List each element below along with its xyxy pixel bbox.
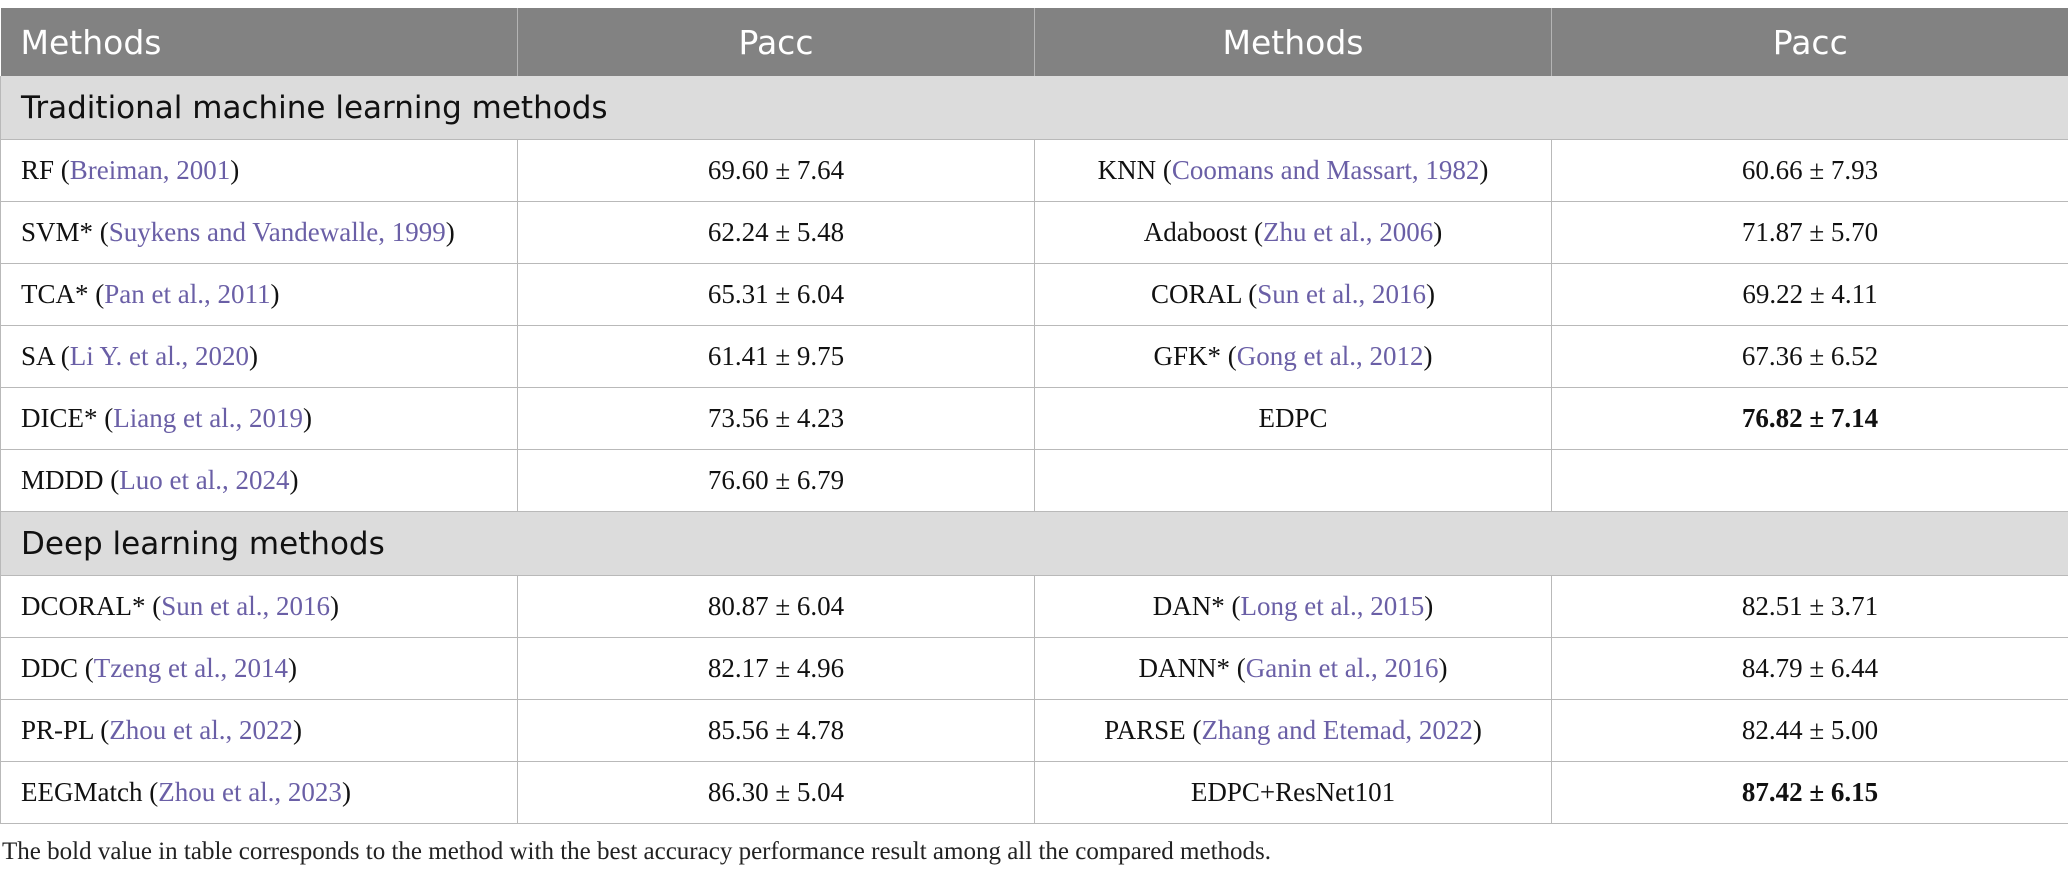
- method-cell: DDC (Tzeng et al., 2014): [0, 637, 518, 700]
- table-row: RF (Breiman, 2001) 69.60 ± 7.64 KNN (Cooma…: [0, 139, 2068, 202]
- pacc-value: 65.31 ± 6.04: [517, 263, 1035, 326]
- pacc-value: 67.36 ± 6.52: [1551, 325, 2068, 388]
- header-pacc-right: Pacc: [1551, 8, 2068, 76]
- method-name: Adaboost: [1143, 217, 1248, 247]
- method-name: PR-PL: [21, 715, 94, 745]
- results-table: Methods Pacc Methods Pacc Traditional ma…: [0, 8, 2068, 824]
- method-cell: TCA* (Pan et al., 2011): [0, 263, 518, 326]
- pacc-value-best: 87.42 ± 6.15: [1551, 761, 2068, 824]
- citation-link[interactable]: Breiman, 2001: [69, 155, 231, 185]
- method-name: DCORAL*: [21, 591, 146, 621]
- table-row: DICE* (Liang et al., 2019) 73.56 ± 4.23 ED…: [0, 387, 2068, 450]
- method-cell: GFK* (Gong et al., 2012): [1034, 325, 1552, 388]
- pacc-value: 61.41 ± 9.75: [517, 325, 1035, 388]
- citation-link[interactable]: Tzeng et al., 2014: [93, 653, 288, 683]
- pacc-value: 84.79 ± 6.44: [1551, 637, 2068, 700]
- header-methods-left: Methods: [0, 8, 518, 76]
- method-cell: PR-PL (Zhou et al., 2022): [0, 699, 518, 762]
- method-cell: DAN* (Long et al., 2015): [1034, 575, 1552, 638]
- method-cell: DICE* (Liang et al., 2019): [0, 387, 518, 450]
- section-title: Deep learning methods: [0, 511, 2068, 576]
- method-cell: RF (Breiman, 2001): [0, 139, 518, 202]
- method-name: RF: [21, 155, 55, 185]
- method-name: KNN: [1097, 155, 1157, 185]
- method-cell: MDDD (Luo et al., 2024): [0, 449, 518, 512]
- table-body: Traditional machine learning methods RF (…: [0, 76, 2068, 824]
- results-table-container: Methods Pacc Methods Pacc Traditional ma…: [0, 8, 2068, 824]
- citation-link[interactable]: Coomans and Massart, 1982: [1171, 155, 1480, 185]
- method-name: DANN*: [1138, 653, 1231, 683]
- method-cell: KNN (Coomans and Massart, 1982): [1034, 139, 1552, 202]
- method-cell: EDPC+ResNet101: [1034, 761, 1552, 824]
- citation-link[interactable]: Ganin et al., 2016: [1245, 653, 1439, 683]
- section-header-row: Deep learning methods: [0, 511, 2068, 576]
- method-cell: Adaboost (Zhu et al., 2006): [1034, 201, 1552, 264]
- method-cell: DANN* (Ganin et al., 2016): [1034, 637, 1552, 700]
- method-name: EDPC+ResNet101: [1190, 777, 1396, 807]
- table-row: DDC (Tzeng et al., 2014) 82.17 ± 4.96 DANN…: [0, 637, 2068, 700]
- table-footnote: The bold value in table corresponds to t…: [2, 838, 1272, 865]
- pacc-value: 82.44 ± 5.00: [1551, 699, 2068, 762]
- citation-link[interactable]: Sun et al., 2016: [161, 591, 331, 621]
- pacc-value: 82.17 ± 4.96: [517, 637, 1035, 700]
- citation-link[interactable]: Li Y. et al., 2020: [69, 341, 250, 371]
- method-cell: CORAL (Sun et al., 2016): [1034, 263, 1552, 326]
- citation-link[interactable]: Suykens and Vandewalle, 1999: [108, 217, 446, 247]
- table-row: SVM* (Suykens and Vandewalle, 1999) 62.24…: [0, 201, 2068, 264]
- method-name: DAN*: [1152, 591, 1225, 621]
- pacc-value: 69.60 ± 7.64: [517, 139, 1035, 202]
- header-methods-right: Methods: [1034, 8, 1552, 76]
- pacc-value: 69.22 ± 4.11: [1551, 263, 2068, 326]
- pacc-value: 71.87 ± 5.70: [1551, 201, 2068, 264]
- pacc-value: 60.66 ± 7.93: [1551, 139, 2068, 202]
- citation-link[interactable]: Zhu et al., 2006: [1263, 217, 1434, 247]
- pacc-value: [1551, 449, 2068, 512]
- table-row: PR-PL (Zhou et al., 2022) 85.56 ± 4.78 PAR…: [0, 699, 2068, 762]
- table-row: MDDD (Luo et al., 2024) 76.60 ± 6.79: [0, 449, 2068, 512]
- citation-link[interactable]: Luo et al., 2024: [119, 465, 290, 495]
- method-name: PARSE: [1104, 715, 1186, 745]
- citation-link[interactable]: Zhou et al., 2023: [158, 777, 342, 807]
- pacc-value: 80.87 ± 6.04: [517, 575, 1035, 638]
- method-name: DICE*: [21, 403, 98, 433]
- pacc-value: 85.56 ± 4.78: [517, 699, 1035, 762]
- method-name: CORAL: [1150, 279, 1242, 309]
- method-cell: EDPC: [1034, 387, 1552, 450]
- method-cell: SVM* (Suykens and Vandewalle, 1999): [0, 201, 518, 264]
- method-name: TCA*: [21, 279, 89, 309]
- table-row: DCORAL* (Sun et al., 2016) 80.87 ± 6.04 DA…: [0, 575, 2068, 638]
- method-cell: EEGMatch (Zhou et al., 2023): [0, 761, 518, 824]
- pacc-value: 86.30 ± 5.04: [517, 761, 1035, 824]
- method-cell: SA (Li Y. et al., 2020): [0, 325, 518, 388]
- pacc-value: 76.60 ± 6.79: [517, 449, 1035, 512]
- method-cell: PARSE (Zhang and Etemad, 2022): [1034, 699, 1552, 762]
- citation-link[interactable]: Pan et al., 2011: [104, 279, 271, 309]
- pacc-value: 82.51 ± 3.71: [1551, 575, 2068, 638]
- citation-link[interactable]: Liang et al., 2019: [113, 403, 303, 433]
- citation-link[interactable]: Sun et al., 2016: [1257, 279, 1426, 309]
- method-name: EEGMatch: [21, 777, 143, 807]
- header-pacc-left: Pacc: [517, 8, 1035, 76]
- table-row: EEGMatch (Zhou et al., 2023) 86.30 ± 5.04…: [0, 761, 2068, 824]
- method-name: EDPC: [1258, 403, 1328, 433]
- section-header-row: Traditional machine learning methods: [0, 76, 2068, 140]
- citation-link[interactable]: Zhou et al., 2022: [109, 715, 293, 745]
- table-row: SA (Li Y. et al., 2020) 61.41 ± 9.75 GFK* …: [0, 325, 2068, 388]
- pacc-value: 62.24 ± 5.48: [517, 201, 1035, 264]
- section-title: Traditional machine learning methods: [0, 76, 2068, 140]
- citation-link[interactable]: Zhang and Etemad, 2022: [1201, 715, 1473, 745]
- method-name: DDC: [21, 653, 79, 683]
- method-cell: [1034, 449, 1552, 512]
- citation-link[interactable]: Gong et al., 2012: [1236, 341, 1424, 371]
- table-row: TCA* (Pan et al., 2011) 65.31 ± 6.04 CORAL…: [0, 263, 2068, 326]
- method-name: MDDD: [21, 465, 104, 495]
- pacc-value-best: 76.82 ± 7.14: [1551, 387, 2068, 450]
- citation-link[interactable]: Long et al., 2015: [1240, 591, 1425, 621]
- method-name: GFK*: [1153, 341, 1222, 371]
- method-name: SA: [21, 341, 55, 371]
- pacc-value: 73.56 ± 4.23: [517, 387, 1035, 450]
- table-header-row: Methods Pacc Methods Pacc: [0, 8, 2068, 76]
- method-cell: DCORAL* (Sun et al., 2016): [0, 575, 518, 638]
- method-name: SVM*: [21, 217, 94, 247]
